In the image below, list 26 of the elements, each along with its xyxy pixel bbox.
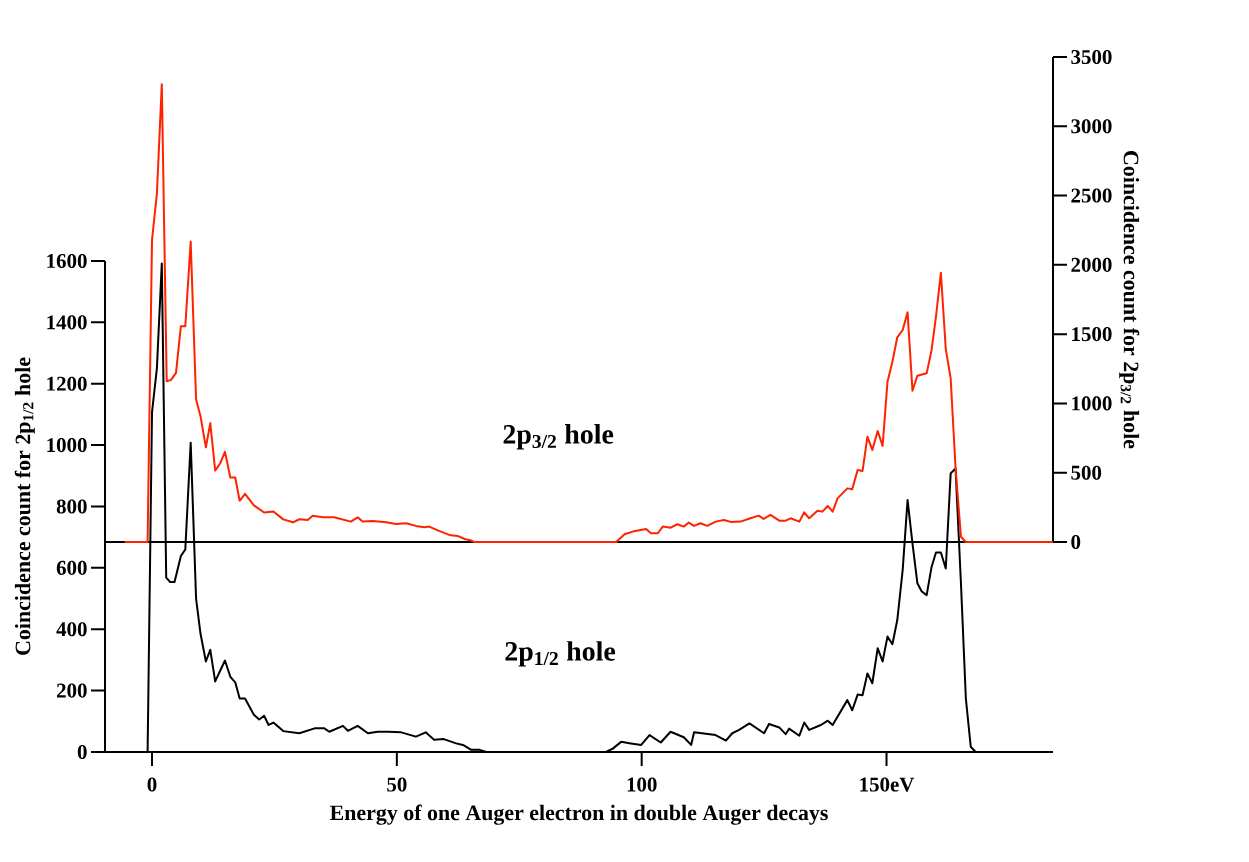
x-axis-title: Energy of one Auger electron in double Auger decays (329, 804, 828, 825)
y-tick-label: 1400 (47, 315, 87, 330)
x-tick-label: 50 (387, 777, 407, 792)
y2-tick-label: 500 (1071, 465, 1102, 480)
y-axis-title: Coincidence count for 2p$_{1/2}$ hole (14, 357, 35, 655)
y-tick-label: 1200 (47, 376, 87, 391)
x-tick-label: 100 (627, 777, 657, 792)
y-tick-label: 1600 (47, 253, 87, 269)
y-tick-label: 200 (56, 683, 87, 698)
y2-tick-label: 1000 (1072, 396, 1112, 411)
x-tick-label: 150eV (860, 777, 915, 792)
y2-tick-label: 3000 (1071, 119, 1112, 134)
y-tick-label: 400 (56, 622, 87, 637)
y-tick-label: 0 (77, 744, 87, 760)
annotation: 2p$_{3/2}$ hole (503, 424, 614, 450)
y2-axis-title: Coincidence count for 2p$_{3/2}$ hole (1119, 151, 1140, 449)
y-tick-label: 1000 (47, 438, 87, 453)
y2-tick-label: 2500 (1071, 188, 1112, 203)
y-tick-label: 800 (56, 499, 87, 514)
annotation: 2p$_{1/2}$ hole (505, 641, 616, 667)
y-tick-label: 600 (56, 560, 87, 575)
y2-tick-label: 1500 (1072, 327, 1112, 342)
x-tick-label: 0 (147, 777, 157, 792)
y2-tick-label: 0 (1071, 534, 1081, 550)
y2-tick-label: 3500 (1071, 49, 1112, 65)
y2-tick-label: 2000 (1071, 257, 1112, 272)
